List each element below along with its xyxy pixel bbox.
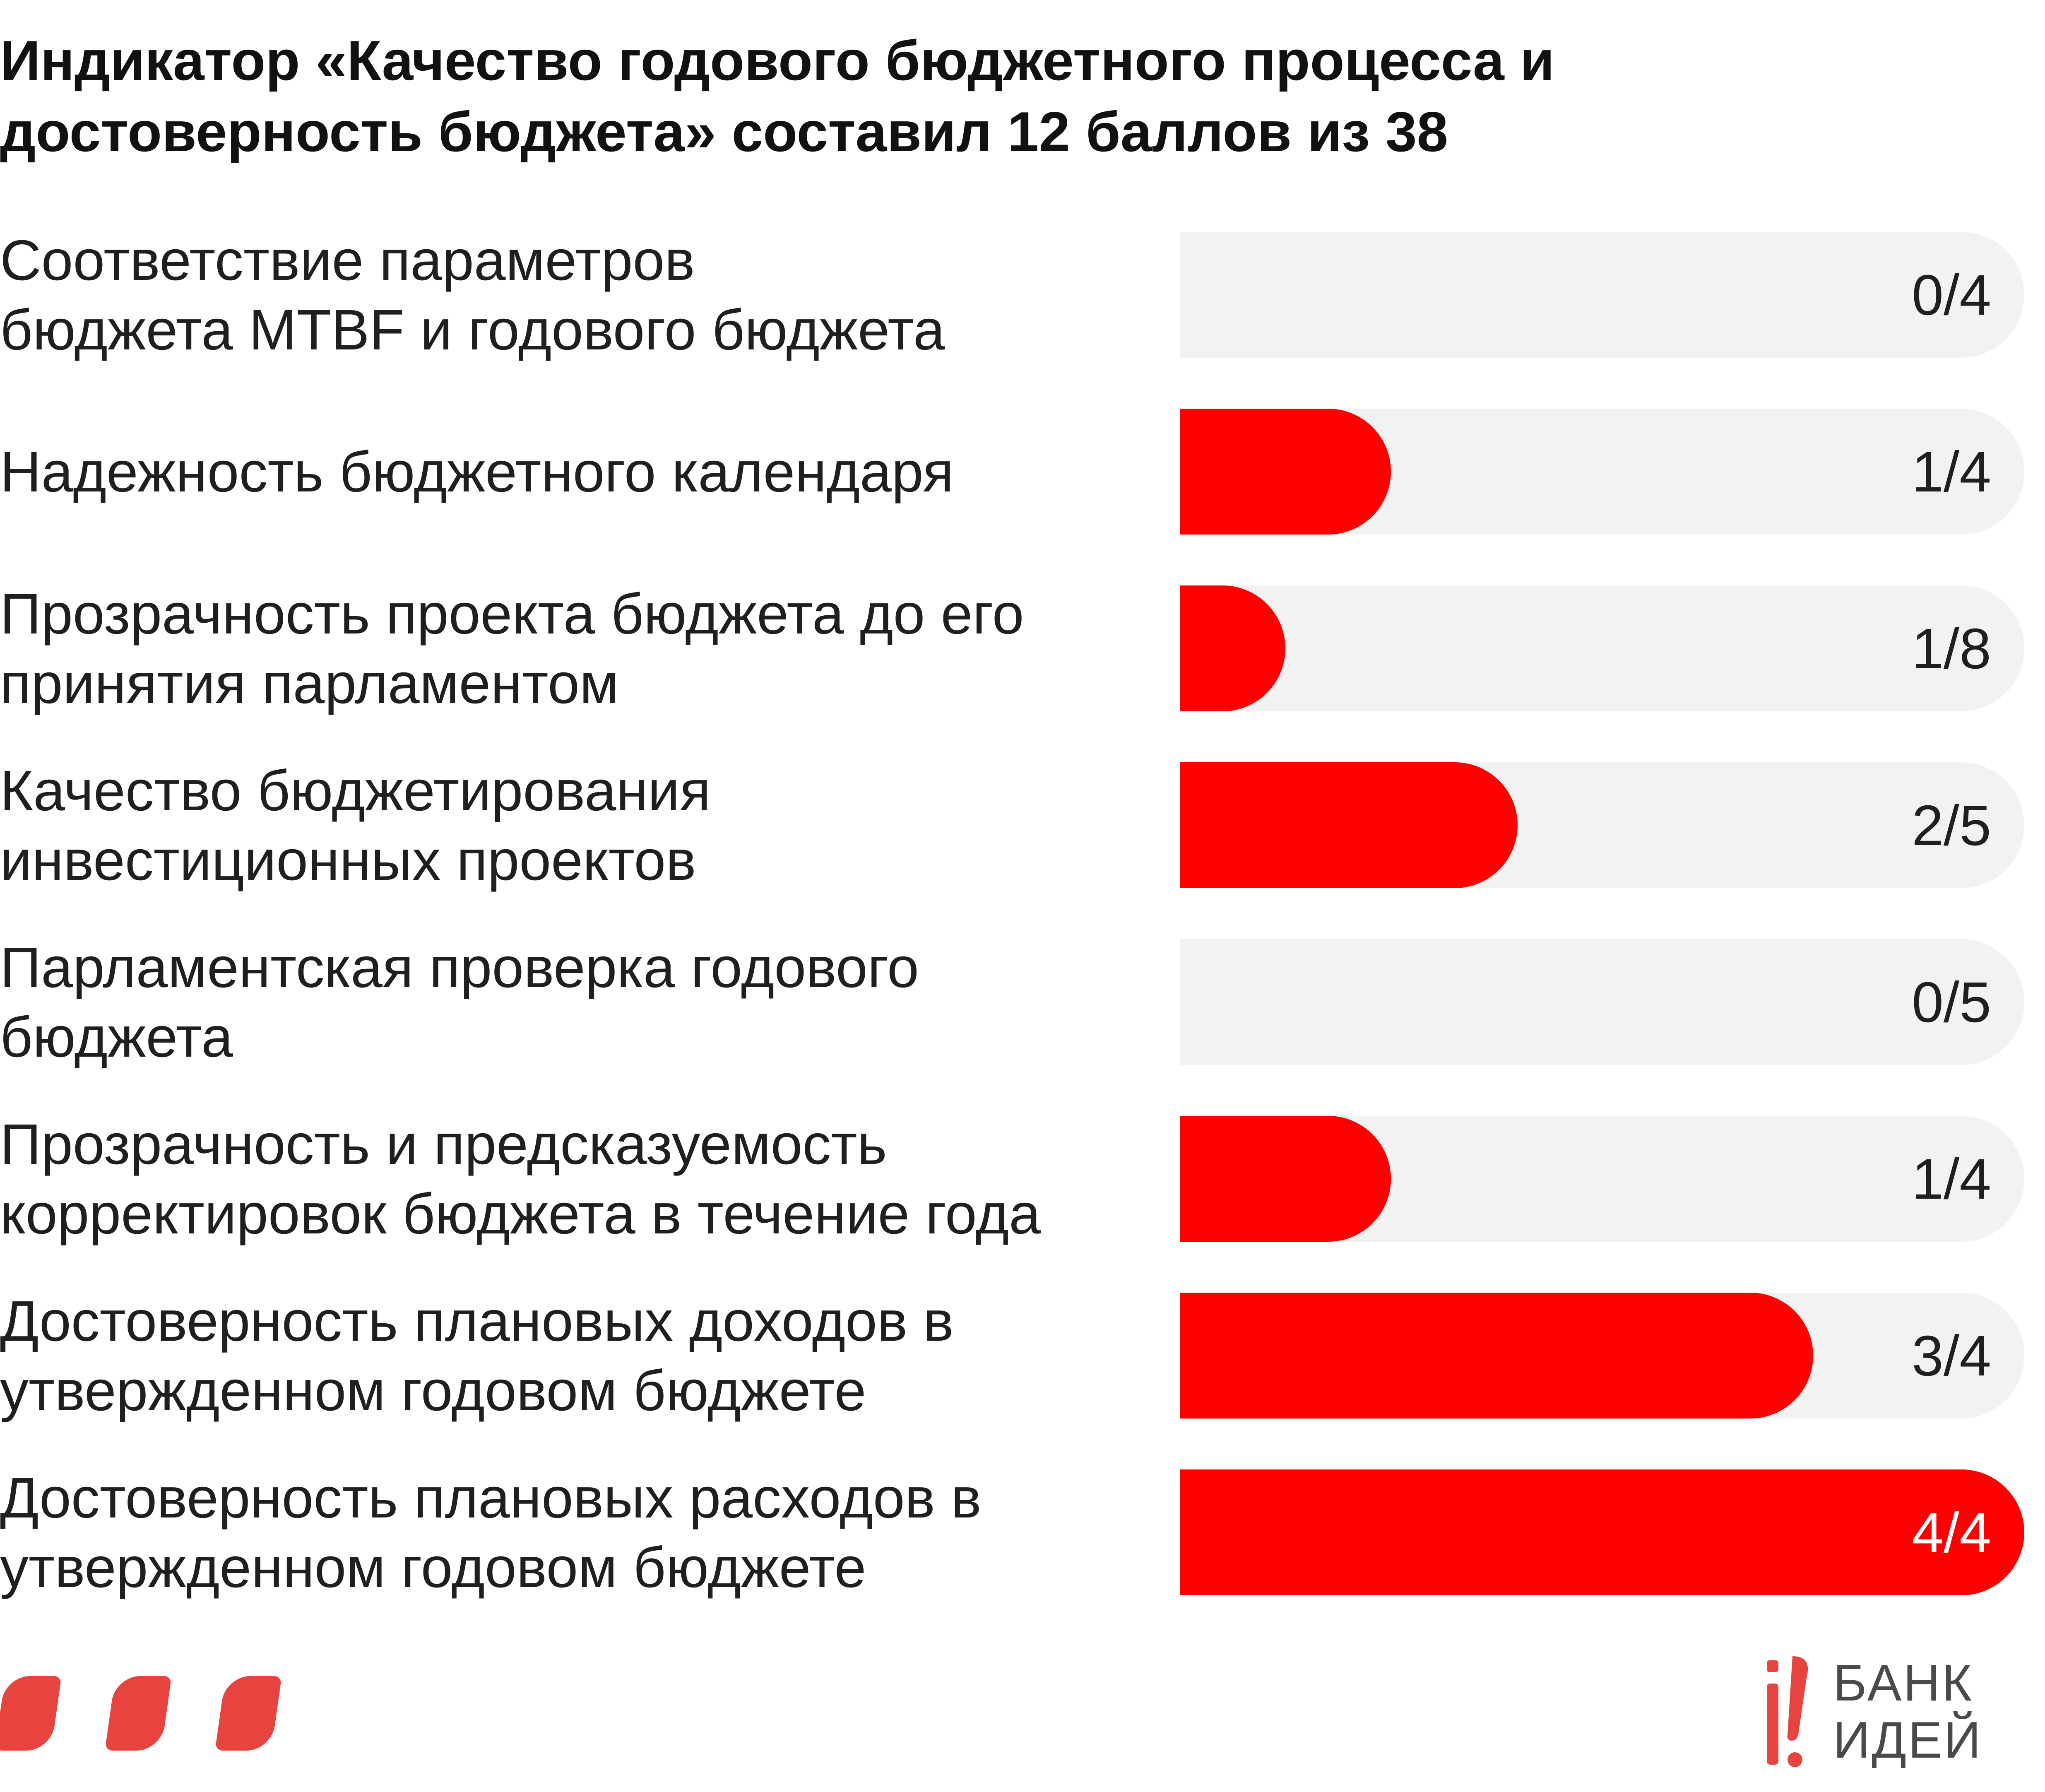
category-label: Прозрачность и предсказуемость bbox=[0, 1113, 887, 1176]
category-label: корректировок бюджета в течение года bbox=[0, 1182, 1041, 1246]
bar-value-label: 0/5 bbox=[1912, 971, 1991, 1034]
category-label: Достоверность плановых расходов в bbox=[0, 1466, 982, 1530]
bar-track bbox=[1180, 585, 2024, 711]
bar-value-label: 1/8 bbox=[1912, 617, 1991, 681]
bar-value-label: 0/4 bbox=[1912, 263, 1991, 327]
bar-value-label: 4/4 bbox=[1912, 1501, 1991, 1565]
category-label: принятия парламентом bbox=[0, 652, 619, 715]
category-label: Соответствие параметров bbox=[0, 229, 695, 292]
category-label: Прозрачность проекта бюджета до его bbox=[0, 582, 1024, 646]
decor-dot-3 bbox=[215, 1676, 282, 1751]
bar-track bbox=[1180, 409, 2024, 535]
logo-line-1: БАНК bbox=[1833, 1655, 1974, 1712]
bar bbox=[1180, 1116, 1391, 1242]
category-label: утвержденном годовом бюджете bbox=[0, 1536, 866, 1599]
decor-dot-1 bbox=[0, 1676, 62, 1751]
bar bbox=[1180, 1293, 1813, 1419]
bar-track bbox=[1180, 232, 2024, 358]
category-label: утвержденном годовом бюджете bbox=[0, 1359, 866, 1423]
bar-value-label: 1/4 bbox=[1912, 440, 1991, 504]
bar-value-label: 3/4 bbox=[1912, 1324, 1991, 1388]
bar bbox=[1180, 1469, 2024, 1595]
bar-value-label: 1/4 bbox=[1912, 1147, 1991, 1211]
bar-value-label: 2/5 bbox=[1912, 794, 1991, 857]
bar bbox=[1180, 585, 1285, 711]
bar bbox=[1180, 409, 1391, 535]
logo-text: БАНК ИДЕЙ bbox=[1833, 1655, 1982, 1769]
category-label: бюджета MTBF и годового бюджета bbox=[0, 298, 945, 362]
bar-track bbox=[1180, 939, 2024, 1065]
category-label: Качество бюджетирования bbox=[0, 759, 711, 823]
category-label: бюджета bbox=[0, 1005, 233, 1069]
logo-line-2: ИДЕЙ bbox=[1833, 1712, 1982, 1769]
category-label: Достоверность плановых доходов в bbox=[0, 1289, 954, 1353]
category-label: инвестиционных проектов bbox=[0, 829, 696, 892]
category-label: Надежность бюджетного календаря bbox=[0, 440, 954, 504]
decor-dot-2 bbox=[105, 1676, 172, 1751]
bank-idei-logo: БАНК ИДЕЙ bbox=[1764, 1652, 2037, 1772]
chart-title: Индикатор «Качество годового бюджетного … bbox=[0, 29, 1555, 163]
bar-track bbox=[1180, 1116, 2024, 1242]
bank-idei-logo-icon bbox=[1767, 1656, 1808, 1767]
category-label: Парламентская проверка годового bbox=[0, 936, 919, 1000]
bar bbox=[1180, 762, 1518, 888]
